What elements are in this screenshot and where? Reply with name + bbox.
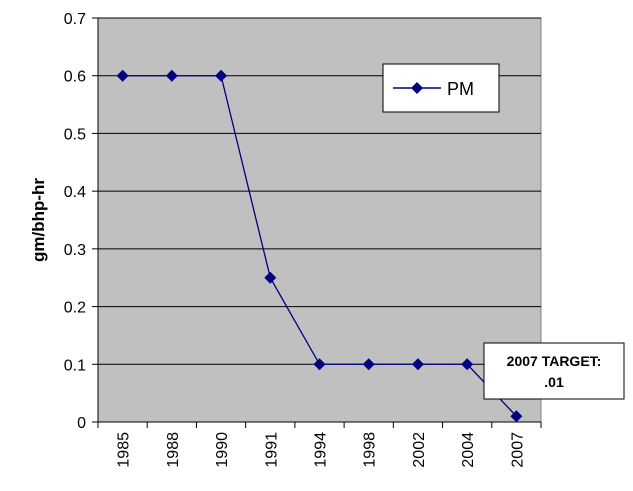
annotation-callout: 2007 TARGET: .01 bbox=[483, 342, 625, 400]
y-tick-label: 0 bbox=[77, 415, 86, 432]
x-tick-label: 1991 bbox=[263, 432, 280, 468]
data-point bbox=[362, 358, 375, 371]
annotation-line-1: 2007 TARGET: bbox=[507, 353, 602, 369]
data-point bbox=[116, 69, 129, 82]
x-tick-labels: 1985 1988 1990 1991 1994 1998 2002 2004 2007 bbox=[116, 432, 527, 468]
y-tick-label: 0.7 bbox=[64, 11, 86, 28]
y-tick-label: 0.3 bbox=[64, 242, 86, 259]
x-tick-label: 1990 bbox=[214, 432, 231, 468]
legend: PM bbox=[382, 63, 500, 113]
x-tick-label: 1994 bbox=[313, 432, 330, 468]
x-tick-label: 1985 bbox=[116, 432, 133, 468]
legend-label: PM bbox=[447, 79, 474, 99]
x-tick-label: 1988 bbox=[165, 432, 182, 468]
data-point bbox=[461, 358, 474, 371]
data-point bbox=[165, 69, 178, 82]
data-point bbox=[313, 358, 326, 371]
y-tick-labels: 0 0.1 0.2 0.3 0.4 0.5 0.6 0.7 bbox=[64, 11, 86, 432]
y-tick-label: 0.6 bbox=[64, 69, 86, 86]
data-point bbox=[264, 271, 277, 284]
annotation-line-2: .01 bbox=[544, 374, 564, 390]
x-tick-label: 2007 bbox=[509, 432, 526, 468]
y-tick-label: 0.5 bbox=[64, 126, 86, 143]
x-tick-label: 2004 bbox=[460, 432, 477, 468]
data-point bbox=[215, 69, 228, 82]
y-tick-label: 0.4 bbox=[64, 184, 86, 201]
x-tick-label: 2002 bbox=[411, 432, 428, 468]
y-axis-label: gm/bhp-hr bbox=[29, 178, 48, 262]
data-point bbox=[411, 358, 424, 371]
data-point bbox=[510, 410, 523, 423]
legend-marker-icon bbox=[411, 82, 423, 94]
y-tick-label: 0.2 bbox=[64, 300, 86, 317]
y-tick-label: 0.1 bbox=[64, 357, 86, 374]
series-pm bbox=[116, 69, 523, 423]
x-tick-label: 1998 bbox=[362, 432, 379, 468]
axes bbox=[92, 17, 542, 428]
